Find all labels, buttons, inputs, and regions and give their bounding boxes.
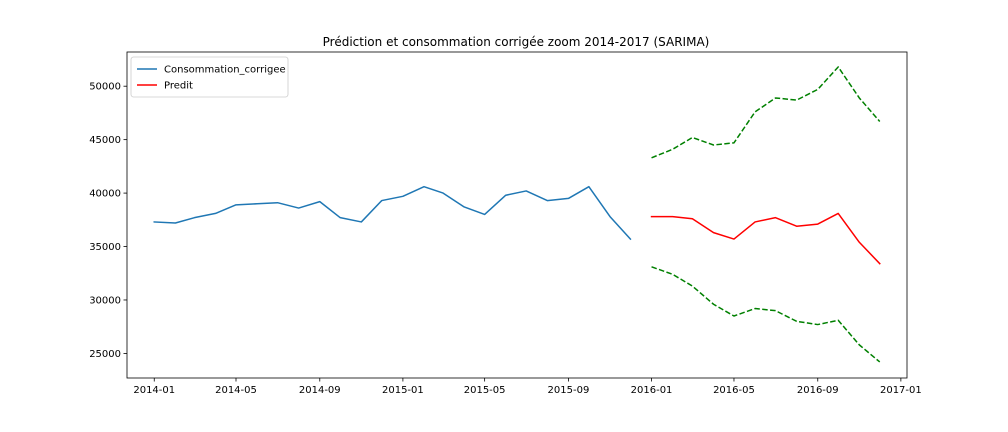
series-line-consommation-corrigee [153, 185, 632, 241]
legend-box [130, 56, 289, 98]
chart-title: Prédiction et consommation corrigée zoom… [323, 35, 710, 49]
y-tick-label: 40000 [89, 189, 121, 200]
x-tick-label: 2015-09 [548, 385, 590, 396]
y-tick-label: 35000 [89, 242, 121, 253]
lower-bound-line [651, 266, 881, 363]
x-tick-label: 2016-09 [797, 385, 839, 396]
legend: Consommation_corrigee Predit [130, 56, 289, 98]
x-tick-label: 2014-09 [299, 385, 341, 396]
x-tick-label: 2015-05 [464, 385, 506, 396]
y-tick-label: 50000 [89, 82, 121, 93]
upper-bound-line [651, 66, 881, 159]
x-tick-label: 2014-01 [133, 385, 175, 396]
y-axis: 25000 30000 35000 40000 45000 50000 [89, 82, 127, 360]
legend-label: Predit [164, 81, 193, 92]
x-axis: 2014-01 2014-05 2014-09 2015-01 2015-05 2015-… [133, 378, 922, 396]
y-tick-label: 45000 [89, 135, 121, 146]
series-layer [153, 66, 881, 363]
x-tick-label: 2017-01 [880, 385, 922, 396]
x-tick-label: 2016-01 [631, 385, 673, 396]
x-tick-label: 2015-01 [382, 385, 424, 396]
legend-label: Consommation_corrigee [164, 65, 286, 76]
x-tick-label: 2014-05 [215, 385, 257, 396]
y-tick-label: 30000 [89, 295, 121, 306]
y-tick-label: 25000 [89, 349, 121, 360]
series-line-predit [650, 212, 881, 265]
plot-area [127, 52, 907, 378]
x-tick-label: 2016-05 [713, 385, 755, 396]
plot-frame [126, 51, 908, 379]
